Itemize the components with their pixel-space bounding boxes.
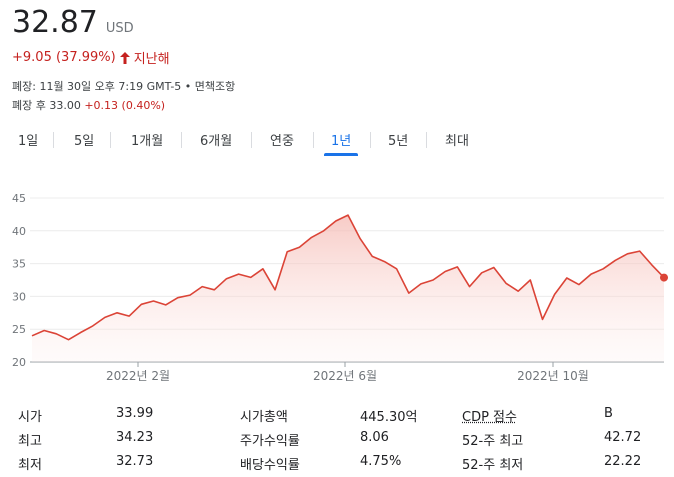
tab-1y[interactable]: 1년 [331,134,352,149]
stat-value-cdp: B [604,406,613,421]
tab-1m[interactable]: 1개월 [131,134,164,149]
stat-value-52w-low: 22.22 [604,454,642,469]
stat-value-52w-high: 42.72 [604,430,642,445]
price-header: 32.87 USD [12,6,134,40]
tab-6m[interactable]: 6개월 [200,134,233,149]
after-hours-info: 폐장 후 33.00 +0.13 (0.40%) [12,97,165,113]
range-tabs: 1일 5일 1개월 6개월 연중 1년 5년 최대 [0,128,674,158]
stat-label-pe-ratio: 주가수익률 [240,434,300,449]
tab-1d[interactable]: 1일 [18,134,39,149]
x-tick-label: 2022년 6월 [313,369,377,383]
y-tick-label: 30 [12,290,26,303]
stat-label-open: 시가 [18,410,42,425]
stat-label-market-cap: 시가총액 [240,410,288,425]
closed-info: 폐장: 11월 30일 오후 7:19 GMT-5 • 면책조항 [12,78,235,94]
tab-5d[interactable]: 5일 [74,134,95,149]
tab-separator [426,132,427,148]
tab-max[interactable]: 최대 [445,134,469,149]
tab-ytd[interactable]: 연중 [270,134,294,149]
y-tick-label: 35 [12,258,26,271]
stat-value-dividend: 4.75% [360,454,402,469]
tab-5y[interactable]: 5년 [388,134,409,149]
y-tick-label: 20 [12,356,26,369]
after-hours-label: 폐장 후 33.00 [12,99,81,112]
tab-separator [251,132,252,148]
price-line [31,214,665,341]
stat-value-open: 33.99 [116,406,154,421]
stat-value-market-cap: 445.30억 [360,410,418,425]
stat-label-cdp[interactable]: CDP 점수 [462,410,517,425]
y-tick-label: 25 [12,323,26,336]
currency-label: USD [105,21,134,36]
last-price-point [660,273,668,282]
stat-label-dividend: 배당수익률 [240,458,300,473]
stat-label-52w-high: 52-주 최고 [462,434,524,449]
current-price: 32.87 [12,5,98,40]
active-tab-indicator [324,153,358,156]
arrow-up-icon [119,51,130,64]
tab-separator [53,132,54,148]
price-area-fill [32,215,664,362]
tab-separator [370,132,371,148]
stat-label-low: 최저 [18,458,42,473]
stat-label-52w-low: 52-주 최저 [462,458,524,473]
stat-label-high: 최고 [18,434,42,449]
x-tick-label: 2022년 10월 [517,369,589,383]
stat-value-low: 32.73 [116,454,154,469]
price-chart[interactable]: 45 40 35 30 25 20 2022년 2월 2022년 6월 2022년 10월 [0,182,674,387]
after-hours-delta: +0.13 (0.40%) [84,99,166,112]
y-tick-label: 40 [12,225,26,238]
change-value: +9.05 (37.99%) [12,50,116,65]
tab-separator [181,132,182,148]
tab-separator [313,132,314,148]
change-period: 지난해 [133,52,170,67]
x-tick-label: 2022년 2월 [106,369,170,383]
stat-value-high: 34.23 [116,430,154,445]
tab-separator [110,132,111,148]
stat-value-pe-ratio: 8.06 [360,430,389,445]
price-change: +9.05 (37.99%) 지난해 [12,48,170,67]
closed-text: 폐장: 11월 30일 오후 7:19 GMT-5 • 면책조항 [12,80,236,93]
y-tick-label: 45 [12,192,26,205]
